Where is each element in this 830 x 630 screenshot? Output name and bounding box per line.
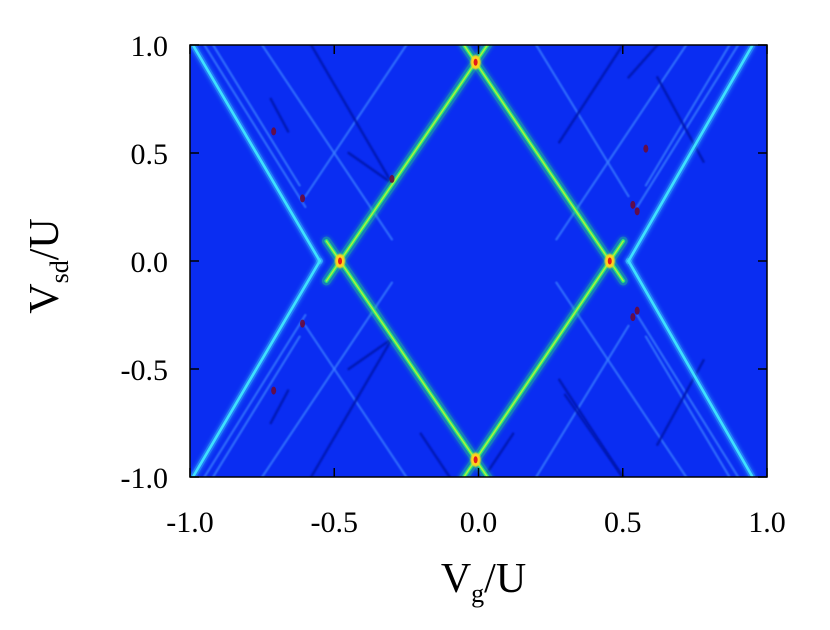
faint-transition-line <box>261 281 394 477</box>
degeneracy-point-center <box>473 456 478 464</box>
dark-transition-line <box>563 393 625 477</box>
faint-transition-line <box>211 335 301 477</box>
faint-transition-line <box>535 324 630 477</box>
dark-transition-line <box>419 432 451 477</box>
y-tick-label: 0.0 <box>131 246 169 279</box>
x-tick-label: -1.0 <box>166 506 214 539</box>
faint-transition-line <box>644 45 731 187</box>
faint-transition-line <box>636 45 740 209</box>
dark-red-spot <box>630 313 636 322</box>
x-tick-label: 0.0 <box>460 506 498 539</box>
diamond-edge-core <box>463 240 624 477</box>
dark-transition-line <box>347 337 394 371</box>
degeneracy-point-center <box>338 257 343 265</box>
dark-transition-line <box>627 45 659 79</box>
faint-transition-line <box>535 45 630 198</box>
y-tick-label: 0.5 <box>131 138 169 171</box>
axis-ticks: -1.0 -0.5 0.0 0.5 1.0 -1.0 -0.5 0.0 0.5 1.0 <box>121 30 786 539</box>
dark-transition-line <box>482 432 515 477</box>
dark-red-spot <box>300 319 306 328</box>
y-tick-label: 1.0 <box>131 30 169 63</box>
outer-transition-line <box>191 259 322 477</box>
dark-red-spot <box>634 207 640 216</box>
x-tick-label: 0.5 <box>604 506 642 539</box>
x-axis-label: Vg/U <box>441 556 526 608</box>
faint-transition-line <box>211 45 301 187</box>
heatmap-background <box>190 45 767 477</box>
diamond-edge-core <box>463 45 624 282</box>
dark-red-spot <box>389 174 395 183</box>
diamond-edge-core <box>325 45 489 282</box>
heatmap-features <box>190 45 756 477</box>
dark-red-spot <box>271 127 277 136</box>
dark-red-spot <box>634 306 640 315</box>
dark-red-spot <box>630 200 636 209</box>
outer-transition-line <box>627 45 754 263</box>
dark-red-spot <box>300 194 306 203</box>
dark-red-spot <box>643 144 649 153</box>
outer-transition-line <box>627 259 754 477</box>
y-axis-label: Vsd/U <box>22 218 74 313</box>
degeneracy-point-center <box>473 58 478 66</box>
dark-transition-line <box>269 389 290 425</box>
faint-transition-line <box>644 335 731 477</box>
y-tick-label: -0.5 <box>121 354 169 387</box>
x-tick-label: 1.0 <box>748 506 786 539</box>
diamond-edge-core <box>325 240 489 477</box>
dark-transition-line <box>309 337 394 477</box>
faint-transition-line <box>203 313 307 477</box>
dark-transition-line <box>269 97 290 133</box>
faint-transition-line <box>203 45 307 209</box>
faint-transition-line <box>636 313 740 477</box>
degeneracy-point-center <box>607 257 612 265</box>
y-tick-label: -1.0 <box>121 462 169 495</box>
faint-transition-line <box>261 45 394 241</box>
dark-transition-line <box>309 45 394 185</box>
dark-transition-line <box>557 45 625 144</box>
outer-transition-line <box>191 45 322 263</box>
x-tick-label: -0.5 <box>311 506 359 539</box>
dark-red-spot <box>271 386 277 395</box>
dark-transition-line <box>347 151 394 185</box>
